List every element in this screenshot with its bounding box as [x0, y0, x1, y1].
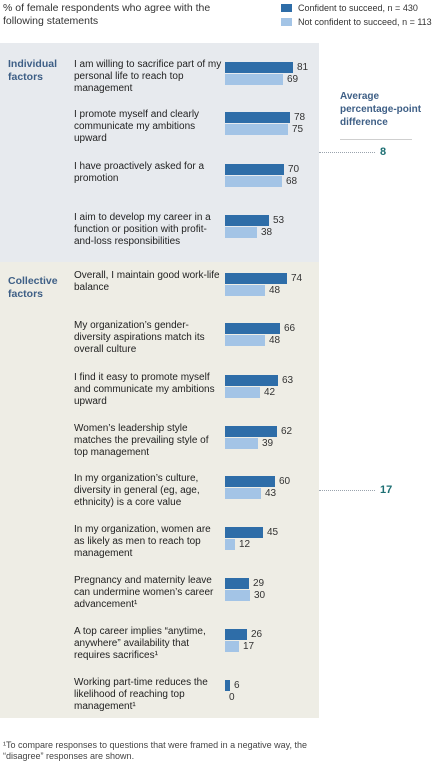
bar-not-confident: [225, 335, 265, 346]
value-label-not-confident: 48: [269, 335, 281, 346]
value-label-confident: 6: [234, 680, 240, 691]
bar-confident: [225, 375, 278, 386]
value-label-not-confident: 12: [239, 539, 251, 550]
value-label-confident: 78: [294, 112, 306, 123]
bar-confident: [225, 215, 269, 226]
value-label-confident: 74: [291, 273, 303, 284]
statement-label: A top career implies “anytime, anywhere”…: [74, 626, 206, 662]
bar-confident: [225, 62, 293, 73]
bar-confident: [225, 112, 290, 123]
value-label-not-confident: 48: [269, 285, 281, 296]
value-label-confident: 70: [288, 164, 300, 175]
collective-factors-panel: [0, 262, 319, 718]
value-label-not-confident: 68: [286, 176, 298, 187]
legend-label-confident: Confident to succeed, n = 430: [298, 3, 418, 13]
bar-not-confident: [225, 539, 235, 550]
legend-swatch-confident: [281, 4, 292, 12]
value-label-not-confident: 43: [265, 488, 277, 499]
statement-label: Pregnancy and maternity leave can underm…: [74, 575, 214, 611]
statement-label: I find it easy to promote myself and com…: [74, 372, 215, 408]
average-connector-individual: [319, 152, 375, 153]
average-title-rule: [340, 139, 412, 140]
statement-label: My organization’s gender-diversity aspir…: [74, 320, 205, 356]
value-label-not-confident: 30: [254, 590, 266, 601]
average-difference-collective: 17: [380, 484, 393, 496]
statement-label: I promote myself and clearly communicate…: [74, 109, 200, 145]
chart-header: % of female respondents who agree with t…: [3, 2, 211, 27]
bar-not-confident: [225, 488, 261, 499]
bar-confident: [225, 680, 230, 691]
statement-label: In my organization’s culture, diversity …: [74, 473, 200, 509]
value-label-not-confident: 75: [292, 124, 304, 135]
average-difference-individual: 8: [380, 146, 387, 158]
statement-label: Working part-time reduces the likelihood…: [74, 677, 208, 713]
bar-not-confident: [225, 285, 265, 296]
bar-not-confident: [225, 124, 288, 135]
value-label-confident: 29: [253, 578, 265, 589]
bar-not-confident: [225, 438, 258, 449]
value-label-confident: 62: [281, 426, 293, 437]
legend-item-not-confident: Not confident to succeed, n = 113: [281, 17, 432, 27]
value-label-confident: 81: [297, 62, 309, 73]
legend-label-not-confident: Not confident to succeed, n = 113: [298, 17, 432, 27]
statement-label: Overall, I maintain good work-life balan…: [74, 270, 220, 294]
bar-confident: [225, 164, 284, 175]
value-label-not-confident: 42: [264, 387, 276, 398]
value-label-confident: 63: [282, 375, 294, 386]
bar-not-confident: [225, 641, 239, 652]
bar-confident: [225, 578, 249, 589]
bar-confident: [225, 426, 277, 437]
average-connector-collective: [319, 490, 375, 491]
bar-not-confident: [225, 227, 257, 238]
bar-confident: [225, 476, 275, 487]
value-label-not-confident: 0: [229, 692, 235, 703]
value-label-not-confident: 69: [287, 74, 299, 85]
statement-label: I am willing to sacrifice part of my per…: [74, 59, 222, 95]
bar-not-confident: [225, 590, 250, 601]
legend-item-confident: Confident to succeed, n = 430: [281, 3, 418, 13]
value-label-confident: 26: [251, 629, 263, 640]
value-label-confident: 60: [279, 476, 291, 487]
value-label-confident: 66: [284, 323, 296, 334]
value-label-confident: 53: [273, 215, 285, 226]
value-label-confident: 45: [267, 527, 279, 538]
section-label-individual: Individual factors: [8, 58, 58, 83]
bar-confident: [225, 273, 287, 284]
section-label-collective: Collective factors: [8, 275, 58, 300]
bar-not-confident: [225, 176, 282, 187]
statement-label: Women’s leadership style matches the pre…: [74, 423, 209, 459]
statement-label: I have proactively asked for a promotion: [74, 161, 205, 185]
bar-confident: [225, 527, 263, 538]
value-label-not-confident: 38: [261, 227, 273, 238]
average-difference-title: Average percentage-point difference: [340, 91, 422, 128]
footnote: ¹To compare responses to questions that …: [3, 740, 307, 761]
statement-label: In my organization, women are as likely …: [74, 524, 211, 560]
statement-label: I aim to develop my career in a function…: [74, 212, 211, 248]
bar-not-confident: [225, 387, 260, 398]
bar-not-confident: [225, 74, 283, 85]
bar-confident: [225, 323, 280, 334]
value-label-not-confident: 17: [243, 641, 255, 652]
value-label-not-confident: 39: [262, 438, 274, 449]
bar-confident: [225, 629, 247, 640]
legend-swatch-not-confident: [281, 18, 292, 26]
